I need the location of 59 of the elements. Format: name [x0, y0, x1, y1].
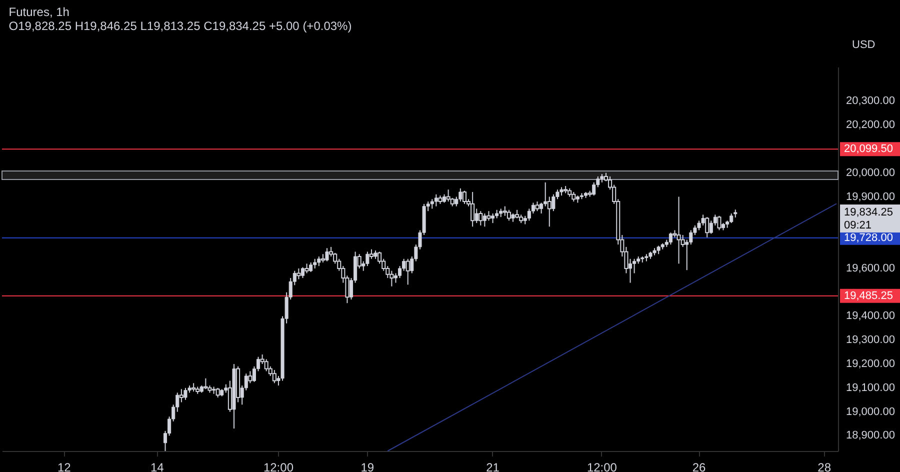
candlestick [216, 387, 220, 398]
candlestick [390, 270, 394, 287]
y-tick-label: 19,000.00 [846, 406, 895, 418]
candlestick [325, 248, 329, 262]
candlestick [592, 182, 596, 196]
y-tick-label: 18,900.00 [846, 430, 895, 442]
candlestick [506, 209, 511, 222]
chart-subtitle: O19,828.25 H19,846.25 L19,813.25 C19,834.25 +5.00 (+0.03%) [8, 19, 352, 33]
candlestick [486, 210, 491, 222]
y-tick-label: 19,200.00 [846, 358, 895, 370]
candlestick [535, 201, 540, 212]
x-tick-label: 14 [150, 460, 164, 472]
candlestick [184, 387, 188, 400]
x-tick-label: 12:00 [586, 460, 618, 472]
candlestick [317, 256, 321, 267]
candlestick [264, 358, 268, 372]
y-tick-label: 19,600.00 [846, 262, 895, 274]
candlestick [434, 194, 438, 207]
candlestick [705, 216, 710, 238]
candlestick [406, 258, 410, 286]
ref-line-label: 20,099.50 [844, 143, 893, 156]
candlestick [300, 266, 305, 278]
ref-line-label: 19,728.00 [844, 232, 893, 244]
ref-line-label: 19,485.25 [844, 290, 893, 302]
text: USD [852, 39, 876, 51]
candlestick [717, 215, 722, 231]
y-tick-label: 19,900.00 [846, 190, 895, 203]
y-tick-label: 19,100.00 [846, 382, 895, 394]
candlestick [572, 191, 576, 202]
x-tick-label: 12:00 [263, 460, 294, 472]
text: 09:21 [844, 219, 872, 232]
y-tick-label: 19,300.00 [846, 334, 895, 346]
y-tick-label: 20,200.00 [846, 119, 895, 132]
text: 19,834.25 [844, 206, 893, 218]
candlestick [458, 188, 462, 202]
x-tick-label: 26 [692, 460, 706, 472]
x-tick-label: 28 [818, 460, 832, 472]
candlestick [462, 190, 466, 204]
candlestick [313, 258, 317, 269]
candlestick [248, 370, 252, 384]
candlestick [272, 369, 276, 384]
y-tick-label: 19,400.00 [846, 310, 895, 322]
x-tick-label: 19 [360, 460, 374, 472]
candlestick [304, 263, 309, 274]
candlestick [730, 212, 734, 224]
candlestick [309, 262, 313, 273]
candlestick [478, 210, 483, 226]
candlestick [430, 198, 434, 210]
y-tick-label: 20,300.00 [846, 95, 895, 108]
candlestick [676, 196, 681, 264]
y-tick-label: 20,000.00 [846, 166, 895, 179]
x-tick-label: 21 [486, 460, 500, 472]
candlestick [502, 206, 507, 216]
x-tick-label: 12 [57, 460, 72, 472]
candlestick [446, 189, 450, 202]
candlestick [470, 191, 475, 228]
candlestick [204, 378, 208, 390]
chart-title: Futures, 1h [8, 5, 70, 19]
candlestick [366, 251, 370, 267]
